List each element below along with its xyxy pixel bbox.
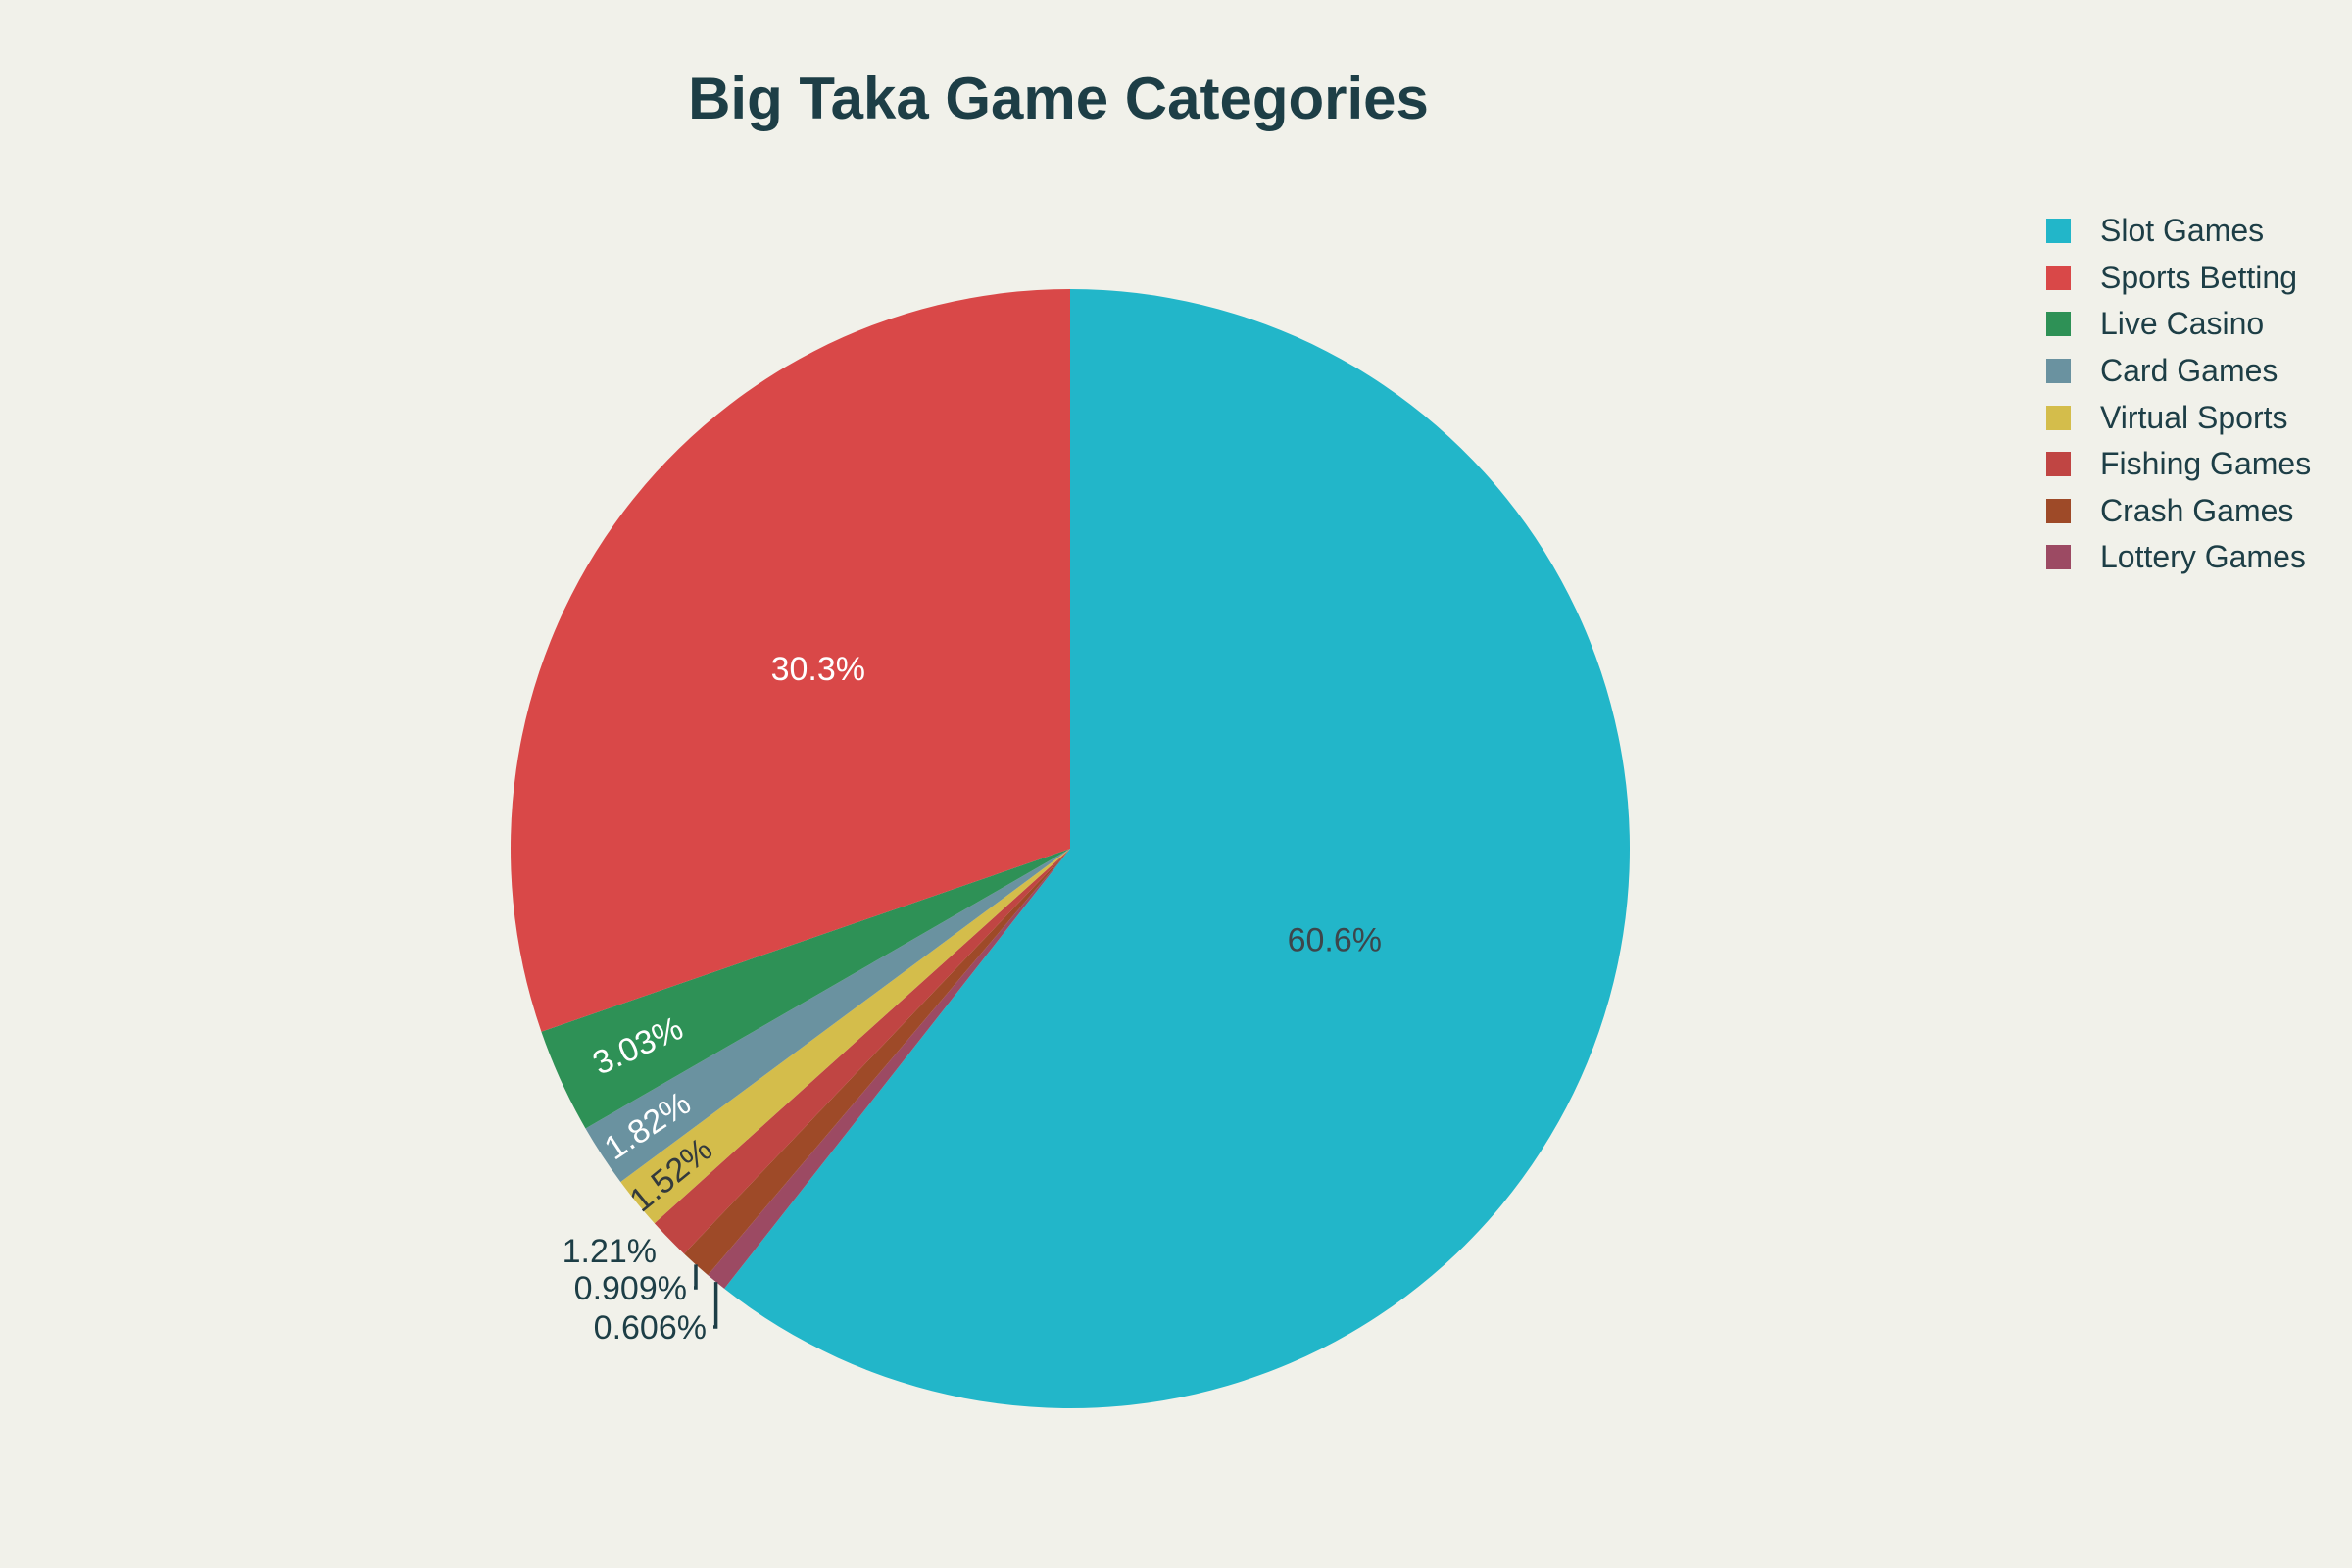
pie-slice-lottery-games[interactable] xyxy=(708,849,1070,1289)
legend-swatch-slot-games xyxy=(2046,219,2071,244)
legend-swatch-card-games xyxy=(2046,359,2071,384)
label-leader-line-lottery-games xyxy=(713,1282,718,1329)
legend-label: Lottery Games xyxy=(2100,539,2306,575)
legend-label: Slot Games xyxy=(2100,213,2265,249)
chart-title: Big Taka Game Categories xyxy=(688,66,1429,131)
pie-slice-sports-betting[interactable] xyxy=(511,289,1070,1032)
legend-swatch-lottery-games xyxy=(2046,545,2071,570)
pie-slice-crash-games[interactable] xyxy=(684,849,1070,1276)
legend-swatch-sports-betting xyxy=(2046,265,2071,290)
legend-label: Fishing Games xyxy=(2100,446,2312,482)
legend-item-lottery-games[interactable]: Lottery Games xyxy=(2046,534,2311,581)
legend-swatch-virtual-sports xyxy=(2046,405,2071,430)
legend-item-live-casino[interactable]: Live Casino xyxy=(2046,301,2311,348)
legend-label: Card Games xyxy=(2100,353,2278,389)
slice-label-lottery-games: 0.606% xyxy=(594,1309,707,1347)
legend: Slot Games Sports Betting Live Casino Card … xyxy=(2046,208,2311,581)
legend-item-card-games[interactable]: Card Games xyxy=(2046,348,2311,395)
legend-swatch-fishing-games xyxy=(2046,452,2071,477)
legend-label: Crash Games xyxy=(2100,492,2294,528)
label-leader-line-crash-games xyxy=(694,1264,698,1290)
pie-slice-live-casino[interactable] xyxy=(541,849,1070,1129)
slice-label-slot-games: 60.6% xyxy=(1288,921,1382,958)
pie-slice-card-games[interactable] xyxy=(585,849,1070,1183)
slice-label-sports-betting: 30.3% xyxy=(771,651,865,688)
pie-slices-group xyxy=(511,289,1631,1408)
legend-item-sports-betting[interactable]: Sports Betting xyxy=(2046,255,2311,302)
legend-item-slot-games[interactable]: Slot Games xyxy=(2046,208,2311,255)
pie-slice-fishing-games[interactable] xyxy=(654,849,1070,1254)
slice-label-crash-games: 0.909% xyxy=(574,1270,687,1307)
legend-label: Sports Betting xyxy=(2100,259,2297,295)
legend-swatch-crash-games xyxy=(2046,498,2071,523)
legend-label: Live Casino xyxy=(2100,306,2265,342)
pie-slice-virtual-sports[interactable] xyxy=(620,849,1070,1224)
pie-slice-slot-games[interactable] xyxy=(724,289,1631,1408)
slice-label-fishing-games: 1.21% xyxy=(563,1233,657,1270)
legend-label: Virtual Sports xyxy=(2100,399,2288,435)
legend-item-crash-games[interactable]: Crash Games xyxy=(2046,488,2311,535)
legend-item-fishing-games[interactable]: Fishing Games xyxy=(2046,441,2311,488)
legend-item-virtual-sports[interactable]: Virtual Sports xyxy=(2046,394,2311,441)
legend-swatch-live-casino xyxy=(2046,312,2071,337)
